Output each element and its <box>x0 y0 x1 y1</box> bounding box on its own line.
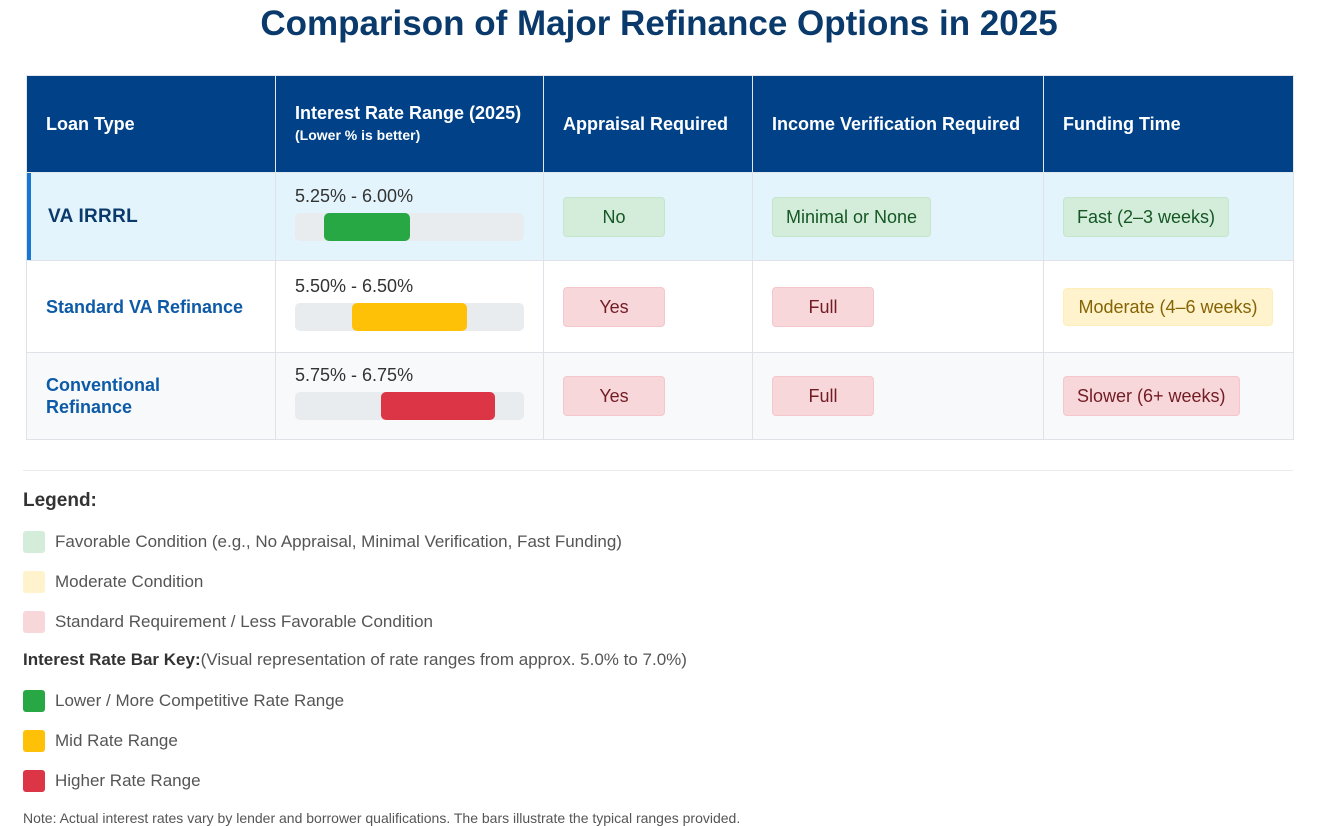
rate-bar <box>352 302 467 331</box>
header-rate-range-note: (Lower % is better) <box>295 127 421 143</box>
cell-loan-type: VA IRRRL <box>26 172 276 261</box>
swatch-favorable <box>23 531 45 553</box>
cell-loan-type: Standard VA Refinance <box>26 260 276 353</box>
legend-item-higher-rate: Higher Rate Range <box>23 770 201 792</box>
loan-type-label: Standard VA Refinance <box>46 296 244 317</box>
swatch-mid-rate <box>23 730 45 752</box>
cell-loan-type: Conventional Refinance <box>26 352 276 440</box>
cell-appraisal: No <box>543 172 753 261</box>
rate-bar-track <box>295 212 524 241</box>
table-header-row: Loan Type Interest Rate Range (2025) (Lo… <box>26 75 1294 173</box>
bar-key-line: Interest Rate Bar Key:(Visual representa… <box>23 650 687 670</box>
cell-income: Minimal or None <box>752 172 1044 261</box>
loan-type-label: VA IRRRL <box>48 205 139 227</box>
legend-label: Mid Rate Range <box>55 731 178 750</box>
header-funding: Funding Time <box>1043 75 1294 173</box>
header-rate-range: Interest Rate Range (2025) (Lower % is b… <box>275 75 544 173</box>
cell-funding: Fast (2–3 weeks) <box>1043 172 1294 261</box>
income-badge: Full <box>772 376 874 416</box>
cell-rate: 5.25% - 6.00% <box>275 172 544 261</box>
appraisal-badge: Yes <box>563 286 665 327</box>
footnote: Note: Actual interest rates vary by lend… <box>23 810 741 826</box>
appraisal-badge: Yes <box>563 376 665 416</box>
bar-key-title: Interest Rate Bar Key: <box>23 650 201 669</box>
rate-bar-track <box>295 392 524 420</box>
funding-badge: Fast (2–3 weeks) <box>1063 196 1230 237</box>
legend-item-moderate: Moderate Condition <box>23 571 203 593</box>
bar-key-description: (Visual representation of rate ranges fr… <box>200 650 687 669</box>
legend-label: Lower / More Competitive Rate Range <box>55 691 345 710</box>
legend-label: Moderate Condition <box>55 572 204 591</box>
cell-rate: 5.75% - 6.75% <box>275 352 544 440</box>
table-row: VA IRRRL 5.25% - 6.00% No Minimal or Non… <box>26 172 1294 261</box>
header-loan-type: Loan Type <box>26 75 276 173</box>
header-income: Income Verification Required <box>752 75 1044 173</box>
rate-range-text: 5.50% - 6.50% <box>295 275 414 296</box>
rate-bar <box>323 212 410 241</box>
legend-item-mid-rate: Mid Rate Range <box>23 730 178 752</box>
comparison-table: Loan Type Interest Rate Range (2025) (Lo… <box>26 75 1294 440</box>
header-appraisal: Appraisal Required <box>543 75 753 173</box>
table-row: Conventional Refinance 5.75% - 6.75% Yes… <box>26 352 1294 440</box>
cell-funding: Slower (6+ weeks) <box>1043 352 1294 440</box>
rate-bar-track <box>295 302 524 331</box>
cell-funding: Moderate (4–6 weeks) <box>1043 260 1294 353</box>
cell-rate: 5.50% - 6.50% <box>275 260 544 353</box>
rate-bar <box>380 392 496 420</box>
appraisal-badge: No <box>563 196 665 237</box>
cell-income: Full <box>752 260 1044 353</box>
funding-badge: Slower (6+ weeks) <box>1063 376 1240 416</box>
income-badge: Minimal or None <box>772 196 932 237</box>
cell-appraisal: Yes <box>543 352 753 440</box>
income-badge: Full <box>772 286 874 327</box>
legend-label: Higher Rate Range <box>55 771 201 790</box>
swatch-higher-rate <box>23 770 45 792</box>
legend-item-standard: Standard Requirement / Less Favorable Co… <box>23 611 433 633</box>
section-divider <box>23 470 1293 471</box>
legend-label: Standard Requirement / Less Favorable Co… <box>55 612 433 631</box>
page-title: Comparison of Major Refinance Options in… <box>260 4 1058 43</box>
cell-appraisal: Yes <box>543 260 753 353</box>
rate-range-text: 5.25% - 6.00% <box>295 185 414 206</box>
rate-range-text: 5.75% - 6.75% <box>295 365 414 385</box>
loan-type-label: Conventional Refinance <box>46 375 161 417</box>
cell-income: Full <box>752 352 1044 440</box>
legend-title: Legend: <box>23 490 97 511</box>
legend-item-favorable: Favorable Condition (e.g., No Appraisal,… <box>23 531 622 553</box>
funding-badge: Moderate (4–6 weeks) <box>1063 287 1273 326</box>
legend-label: Favorable Condition (e.g., No Appraisal,… <box>55 532 622 551</box>
swatch-lower-rate <box>23 690 45 712</box>
legend-item-lower-rate: Lower / More Competitive Rate Range <box>23 690 344 712</box>
table-row: Standard VA Refinance 5.50% - 6.50% Yes … <box>26 260 1294 353</box>
swatch-moderate <box>23 571 45 593</box>
swatch-standard <box>23 611 45 633</box>
